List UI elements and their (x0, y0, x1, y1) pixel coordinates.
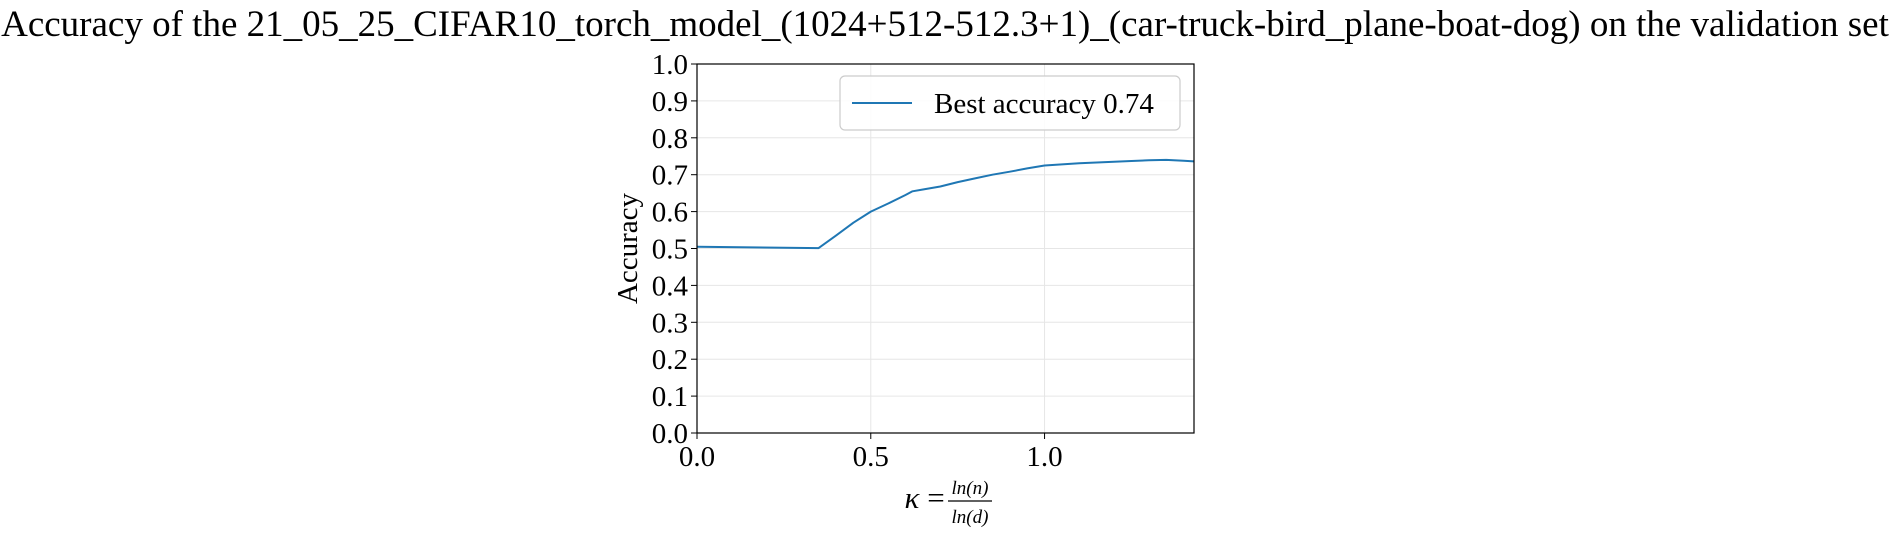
legend-entry-label: Best accuracy 0.74 (934, 88, 1154, 120)
x-axis-label-denominator: ln(d) (952, 507, 989, 528)
chart-title: Accuracy of the 21_05_25_CIFAR10_torch_m… (1, 4, 1889, 45)
y-tick-label: 1.0 (652, 49, 688, 81)
series-layer (696, 158, 1195, 250)
legend-box (839, 75, 1181, 131)
x-tick-label: 0.0 (679, 441, 715, 473)
x-axis-label-symbol: κ (905, 480, 921, 515)
y-tick-label: 0.4 (652, 270, 689, 302)
legend: Best accuracy 0.74 (839, 75, 1181, 131)
x-tick-label: 1.0 (1026, 441, 1062, 473)
x-axis-label: κ = ln(n) ln(d) (905, 478, 992, 528)
y-tick-label: 0.3 (652, 307, 688, 339)
y-tick-label: 0.6 (652, 197, 688, 229)
y-tick-label: 0.0 (652, 418, 688, 450)
y-axis-ticks: 0.0 0.1 0.2 0.3 0.4 0.5 0.6 0.7 0.8 0.9 1.0 (652, 49, 697, 450)
x-axis-label-numerator: ln(n) (952, 478, 989, 499)
y-tick-label: 0.9 (652, 86, 688, 118)
y-tick-label: 0.2 (652, 344, 688, 376)
y-tick-label: 0.1 (652, 381, 688, 413)
series-line-best-accuracy (696, 158, 1195, 250)
x-axis-ticks: 0.0 0.5 1.0 (679, 433, 1063, 473)
y-tick-label: 0.8 (652, 123, 688, 155)
y-tick-label: 0.7 (652, 160, 688, 192)
x-tick-label: 0.5 (853, 441, 889, 473)
y-tick-label: 0.5 (652, 234, 688, 266)
x-axis-label-equals: = (927, 480, 944, 515)
y-axis-label: Accuracy (612, 192, 644, 304)
